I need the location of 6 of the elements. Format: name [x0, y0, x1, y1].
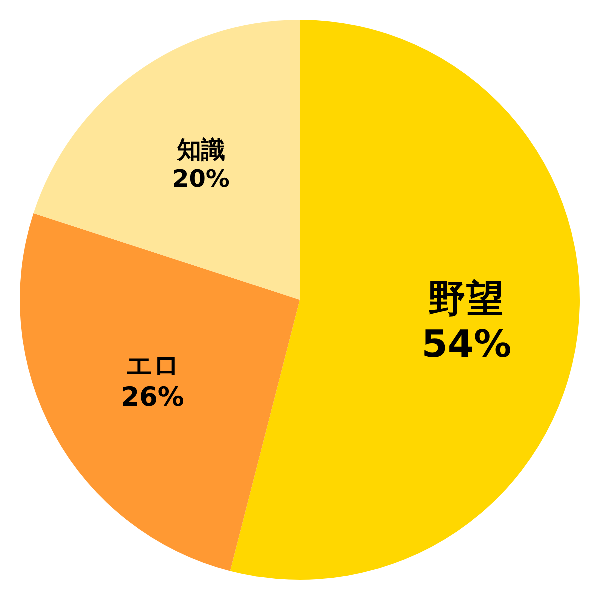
data-label: 26% [121, 382, 184, 414]
slice-label: 知識 [176, 136, 226, 164]
slice-label: エロ [126, 350, 180, 382]
slice-label: 野望 [428, 276, 505, 321]
data-label: 20% [172, 164, 230, 193]
data-label: 54% [422, 322, 512, 366]
